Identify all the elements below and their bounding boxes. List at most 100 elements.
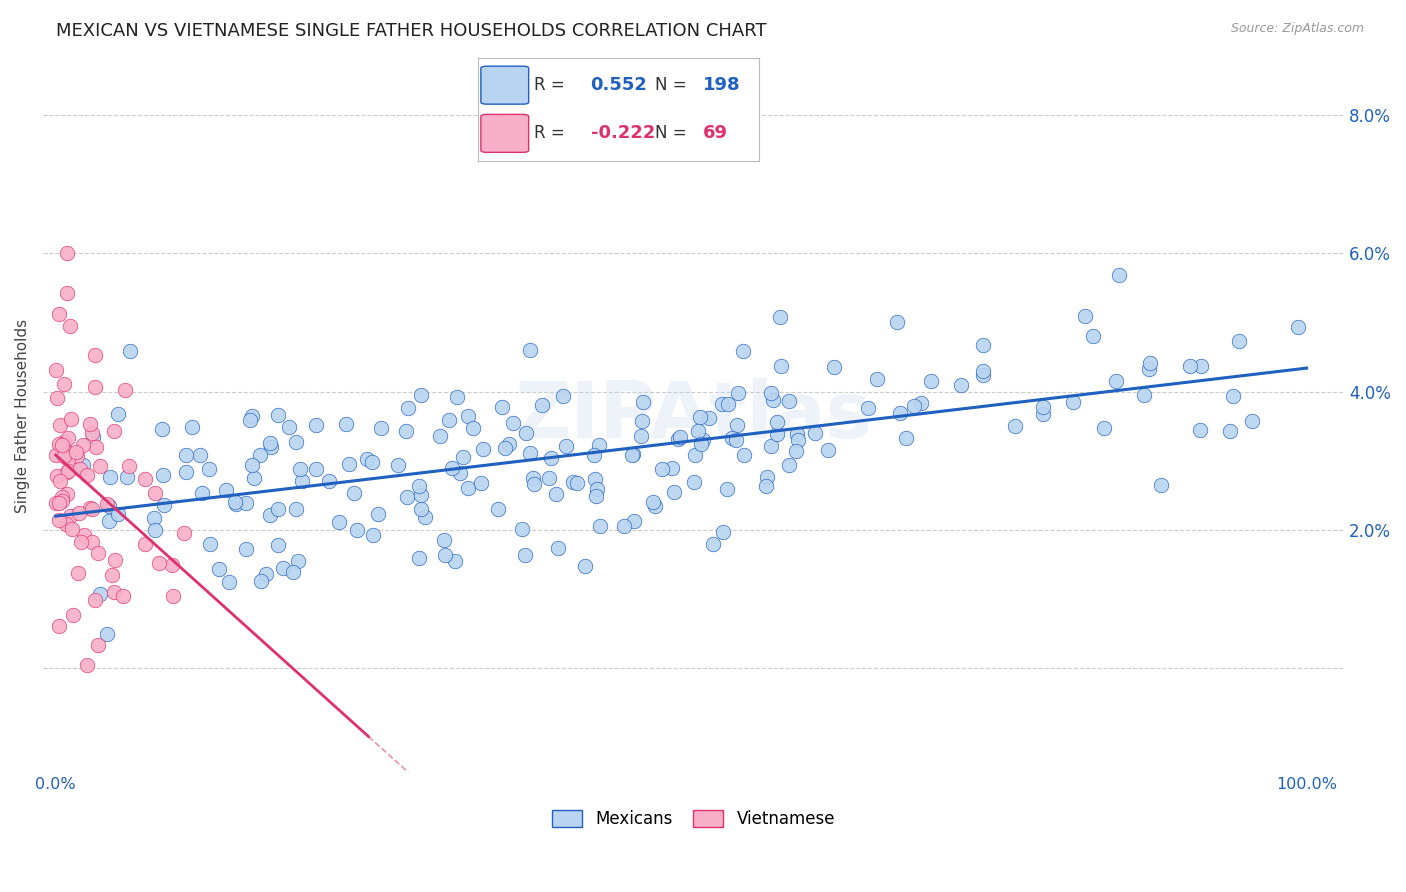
Point [759, 439, 782, 453]
Point [84, 380, 107, 394]
Point [45, 468, 67, 483]
Point [48, 437, 70, 451]
Point [58, 445, 80, 459]
Point [702, 537, 724, 551]
Point [409, 488, 432, 502]
Point [98, 500, 121, 514]
Point [45, 363, 67, 377]
Point [651, 462, 673, 476]
Point [429, 429, 451, 443]
Point [408, 550, 430, 565]
Point [67, 506, 90, 520]
Point [1032, 407, 1054, 421]
Point [724, 433, 747, 447]
Point [239, 413, 262, 427]
Point [1219, 424, 1241, 438]
Point [56, 486, 79, 500]
Point [762, 393, 785, 408]
Point [48, 496, 70, 510]
Point [583, 472, 606, 486]
Point [200, 537, 222, 551]
Point [70, 535, 93, 549]
Point [823, 360, 845, 375]
Point [254, 566, 277, 581]
Point [486, 502, 509, 516]
Point [972, 364, 994, 378]
Point [249, 448, 271, 462]
Point [1286, 319, 1309, 334]
Point [79, 501, 101, 516]
Point [148, 557, 170, 571]
Point [547, 541, 569, 555]
Point [631, 395, 654, 409]
Point [98, 514, 121, 528]
Point [208, 562, 231, 576]
Point [765, 427, 787, 442]
Point [661, 460, 683, 475]
Point [1227, 334, 1250, 349]
Point [45, 391, 67, 405]
Point [72, 438, 94, 452]
Point [770, 359, 793, 373]
Point [755, 479, 778, 493]
Point [107, 407, 129, 421]
Point [82, 501, 104, 516]
Point [79, 417, 101, 431]
Point [48, 512, 70, 526]
Point [72, 528, 94, 542]
Point [118, 344, 141, 359]
Text: 69: 69 [703, 124, 728, 142]
Point [45, 496, 67, 510]
Point [441, 461, 464, 475]
Point [56, 464, 79, 478]
Point [117, 470, 139, 484]
Point [328, 515, 350, 529]
Point [176, 465, 198, 479]
Point [1132, 388, 1154, 402]
Point [278, 420, 301, 434]
Point [285, 502, 308, 516]
Point [1178, 359, 1201, 373]
Point [682, 475, 704, 490]
Point [769, 310, 792, 325]
Point [413, 509, 436, 524]
Point [335, 417, 357, 431]
Point [337, 457, 360, 471]
FancyBboxPatch shape [481, 114, 529, 153]
Point [1094, 420, 1116, 434]
Point [224, 495, 246, 509]
Point [710, 397, 733, 411]
Point [727, 386, 749, 401]
Point [259, 435, 281, 450]
Point [434, 548, 457, 562]
Point [87, 638, 110, 652]
Point [716, 482, 738, 496]
Point [457, 481, 479, 495]
Point [461, 420, 484, 434]
Point [305, 462, 328, 476]
Point [48, 307, 70, 321]
Point [697, 410, 720, 425]
Text: -0.222: -0.222 [591, 124, 655, 142]
Point [288, 462, 311, 476]
Point [53, 435, 76, 450]
Point [408, 479, 430, 493]
Point [449, 466, 471, 480]
Point [191, 486, 214, 500]
Point [623, 514, 645, 528]
Point [858, 401, 880, 416]
Point [1105, 375, 1128, 389]
Point [903, 399, 925, 413]
Point [1189, 359, 1212, 373]
Point [318, 474, 340, 488]
Point [1240, 414, 1263, 428]
Point [1137, 362, 1160, 376]
Point [240, 458, 263, 472]
Point [631, 414, 654, 428]
Text: ZIPAtlas: ZIPAtlas [515, 378, 873, 454]
Point [803, 426, 825, 441]
Point [519, 446, 541, 460]
Text: Source: ZipAtlas.com: Source: ZipAtlas.com [1230, 22, 1364, 36]
Point [662, 485, 685, 500]
Point [84, 440, 107, 454]
